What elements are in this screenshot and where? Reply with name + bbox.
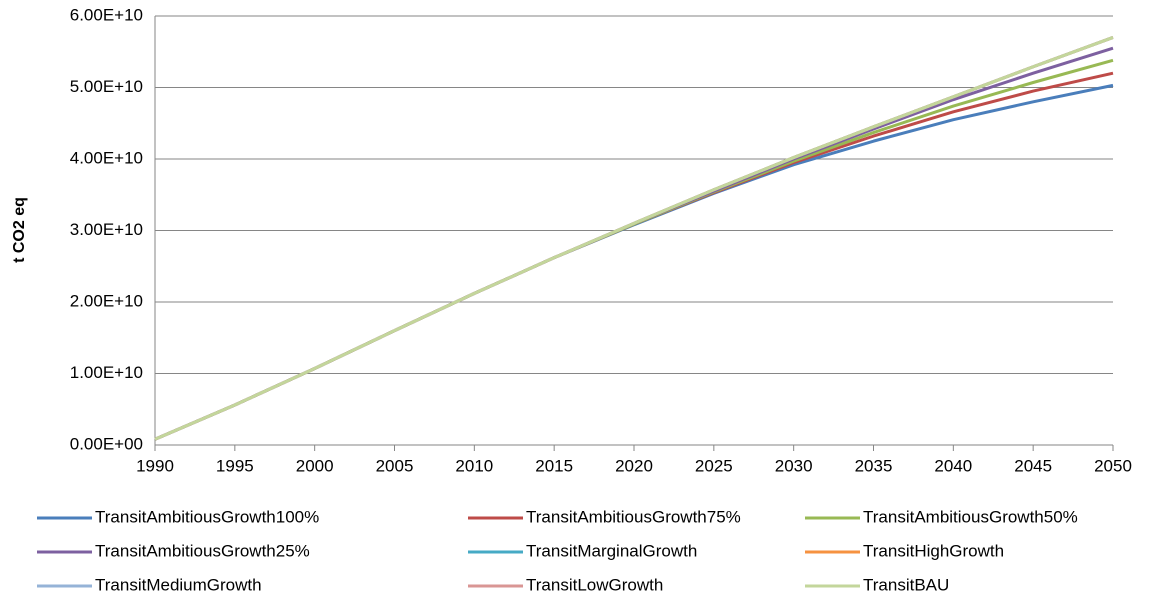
y-tick-label: 4.00E+10: [70, 148, 143, 167]
y-tick-label: 6.00E+10: [70, 5, 143, 24]
legend-label: TransitMediumGrowth: [95, 575, 262, 594]
series-line: [154, 36, 1114, 441]
series-line: [154, 36, 1114, 441]
legend-label: TransitHighGrowth: [863, 541, 1004, 560]
x-tick-label: 2000: [296, 456, 334, 475]
series-line: [154, 36, 1114, 441]
x-tick-label: 2010: [455, 456, 493, 475]
legend-label: TransitMarginalGrowth: [526, 541, 697, 560]
x-tick-label: 1990: [136, 456, 174, 475]
x-tick-label: 2025: [695, 456, 733, 475]
y-axis-title: t CO2 eq: [11, 197, 28, 263]
series-line: [154, 36, 1114, 441]
x-tick-label: 2015: [535, 456, 573, 475]
x-tick-label: 2040: [934, 456, 972, 475]
y-tick-label: 5.00E+10: [70, 77, 143, 96]
x-tick-label: 2020: [615, 456, 653, 475]
x-tick-label: 2050: [1094, 456, 1132, 475]
series-line: [154, 83, 1114, 441]
y-tick-label: 2.00E+10: [70, 291, 143, 310]
legend-label: TransitLowGrowth: [526, 575, 663, 594]
x-tick-label: 2045: [1014, 456, 1052, 475]
legend-label: TransitAmbitiousGrowth25%: [95, 541, 310, 560]
legend-label: TransitAmbitiousGrowth75%: [526, 507, 741, 526]
y-tick-label: 3.00E+10: [70, 220, 143, 239]
series-line: [154, 71, 1114, 441]
x-tick-label: 2005: [376, 456, 414, 475]
x-tick-label: 2035: [855, 456, 893, 475]
y-tick-label: 1.00E+10: [70, 363, 143, 382]
legend-label: TransitBAU: [863, 575, 949, 594]
legend-label: TransitAmbitiousGrowth50%: [863, 507, 1078, 526]
x-tick-label: 2030: [775, 456, 813, 475]
x-tick-label: 1995: [216, 456, 254, 475]
legend-label: TransitAmbitiousGrowth100%: [95, 507, 319, 526]
y-tick-label: 0.00E+00: [70, 434, 143, 453]
series-line: [154, 36, 1114, 441]
